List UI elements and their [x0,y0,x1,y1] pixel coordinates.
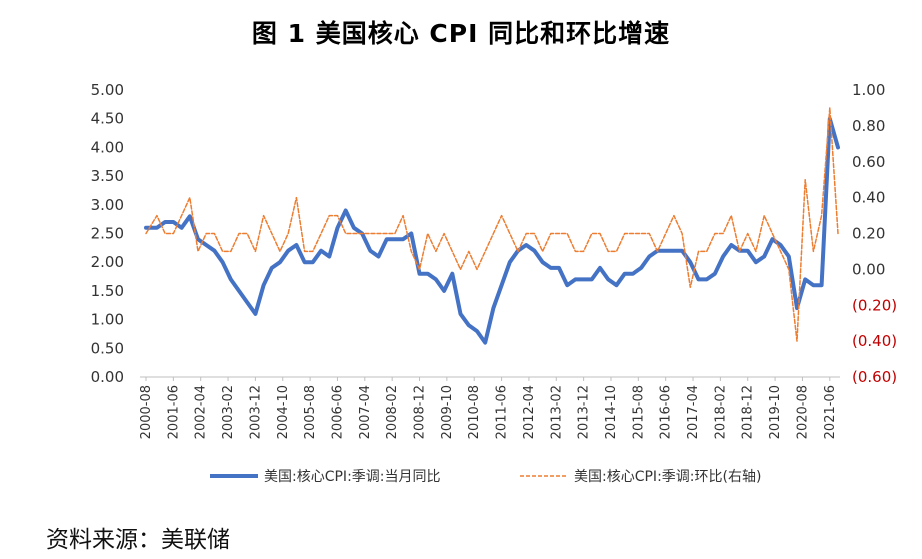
legend-label: 美国:核心CPI:季调:当月同比 [264,469,441,485]
series-layer [144,107,840,345]
left-y-axis: 0.00 0.50 1.00 1.50 2.00 2.50 3.00 3.50 4.00 4.50… [91,81,124,386]
right-y-tick-label: (0.20) [852,296,897,314]
x-axis: 2000-08 2001-06 2002-04 2003-02 2003-12 2004-… [139,377,838,439]
left-y-tick-label: 0.50 [91,339,124,357]
x-tick-label: 2014-10 [604,385,619,439]
left-y-tick-label: 5.00 [91,81,124,99]
source-note: 资料来源：美联储 [46,527,230,553]
x-tick-label: 2018-02 [713,385,728,439]
x-tick-label: 2003-02 [221,385,236,439]
x-tick-label: 2012-04 [522,385,537,439]
left-y-tick-label: 3.00 [91,196,124,214]
x-tick-label: 2017-04 [686,385,701,439]
right-y-tick-label: 0.80 [852,117,885,135]
x-tick-label: 2000-08 [139,385,154,439]
left-y-tick-label: 3.50 [91,167,124,185]
right-y-tick-label: (0.40) [852,332,897,350]
right-y-tick-label: 0.00 [852,260,885,278]
x-tick-label: 2010-08 [467,385,482,439]
x-tick-label: 2008-12 [413,385,428,439]
x-tick-label: 2016-06 [659,385,674,439]
x-tick-label: 2005-08 [303,385,318,439]
x-tick-label: 2002-04 [194,385,209,439]
x-tick-label: 2009-10 [440,385,455,439]
left-y-tick-label: 2.00 [91,253,124,271]
legend: 美国:核心CPI:季调:当月同比 美国:核心CPI:季调:环比(右轴) [210,469,761,485]
left-y-tick-label: 2.50 [91,225,124,243]
left-y-tick-label: 4.50 [91,110,124,128]
legend-label: 美国:核心CPI:季调:环比(右轴) [574,469,761,485]
x-tick-label: 2013-02 [549,385,564,439]
x-tick-label: 2019-10 [768,385,783,439]
x-tick-label: 2003-12 [248,385,263,439]
x-tick-label: 2004-10 [276,385,291,439]
right-y-tick-label: 0.40 [852,189,885,207]
right-y-tick-label: (0.60) [852,368,897,386]
left-y-tick-label: 4.00 [91,138,124,156]
x-tick-label: 2020-08 [795,385,810,439]
series-line-yoy [144,116,840,345]
x-tick-label: 2008-02 [385,385,400,439]
left-y-tick-label: 1.50 [91,282,124,300]
right-y-axis: (0.60) (0.40) (0.20) 0.00 0.20 0.40 0.60 0.80 1.… [852,81,897,386]
x-tick-label: 2013-12 [577,385,592,439]
right-y-tick-label: 1.00 [852,81,885,99]
x-tick-label: 2015-08 [631,385,646,439]
x-tick-label: 2007-04 [358,385,373,439]
right-y-tick-label: 0.20 [852,225,885,243]
x-tick-label: 2018-12 [741,385,756,439]
x-tick-label: 2001-06 [166,385,181,439]
x-tick-label: 2021-06 [823,385,838,439]
chart-title: 图 1 美国核心 CPI 同比和环比增速 [251,19,671,48]
x-tick-label: 2006-06 [330,385,345,439]
left-y-tick-label: 0.00 [91,368,124,386]
left-y-tick-label: 1.00 [91,311,124,329]
series-line-mom [145,107,839,342]
x-tick-label: 2011-06 [495,385,510,439]
right-y-tick-label: 0.60 [852,153,885,171]
